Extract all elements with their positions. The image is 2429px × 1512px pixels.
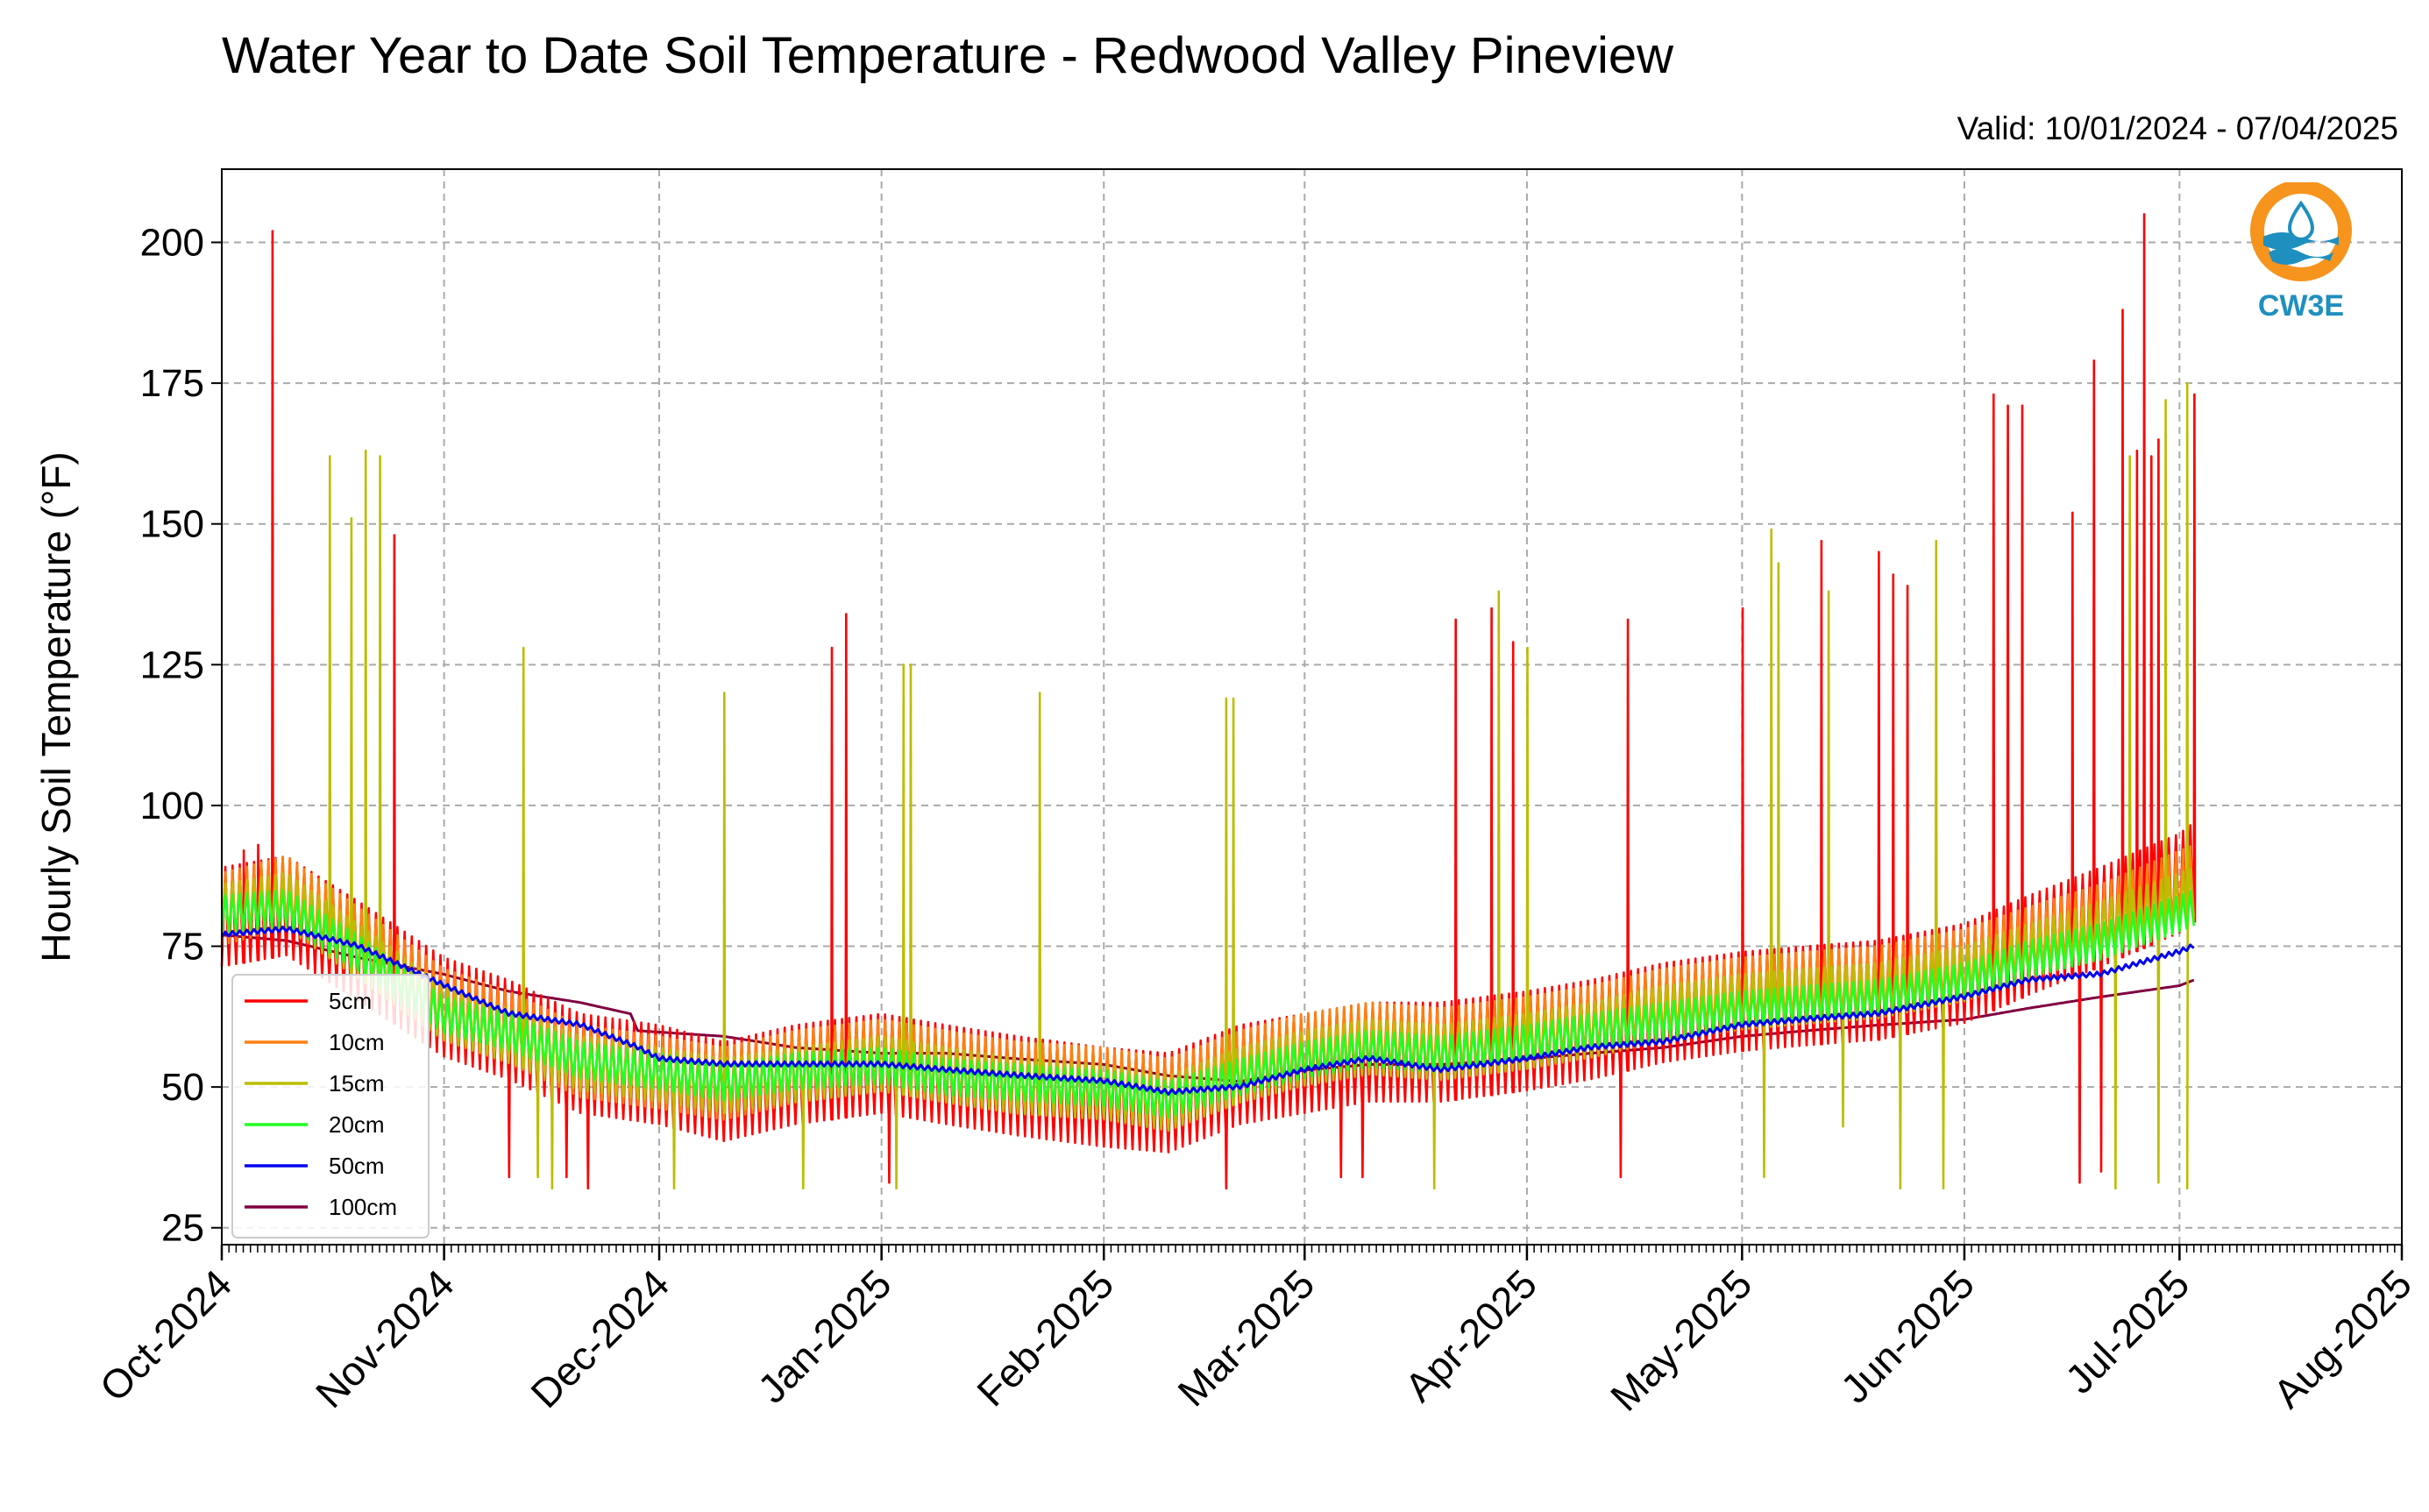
series-line-50cm <box>220 925 2195 1096</box>
x-tick-label: Jan-2025 <box>749 1260 899 1411</box>
y-tick-label: 150 <box>140 503 204 546</box>
logo-icon: CW3E <box>2250 180 2352 323</box>
x-tick-label: Feb-2025 <box>968 1260 1122 1415</box>
x-tick-label: Jun-2025 <box>1832 1260 1983 1411</box>
x-tick-label: May-2025 <box>1602 1260 1760 1419</box>
y-tick-label: 50 <box>161 1066 204 1109</box>
series-line-20cm <box>220 889 2196 1119</box>
legend-label-15cm: 15cm <box>329 1070 385 1097</box>
y-tick-label: 25 <box>161 1207 204 1250</box>
legend-label-20cm: 20cm <box>329 1111 385 1138</box>
y-tick-label: 125 <box>140 643 204 686</box>
x-tick-label: Oct-2024 <box>91 1260 241 1410</box>
legend-label-5cm: 5cm <box>329 988 372 1014</box>
chart-title: Water Year to Date Soil Temperature - Re… <box>222 27 1674 84</box>
legend-label-10cm: 10cm <box>329 1029 385 1055</box>
x-tick-label: Mar-2025 <box>1168 1260 1323 1415</box>
cw3e-logo: CW3E <box>2244 180 2358 323</box>
legend: 5cm 10cm 15cm 20cm 50cm 100cm <box>231 974 430 1239</box>
y-axis-label: Hourly Soil Temperature (°F) <box>33 451 79 962</box>
series-line-15cm <box>220 381 2196 1190</box>
x-tick-label: Aug-2025 <box>2264 1260 2420 1416</box>
y-tick-label: 175 <box>140 362 204 405</box>
series-lines <box>220 213 2197 1190</box>
x-tick-label: Dec-2024 <box>522 1260 678 1416</box>
y-tick-label: 75 <box>161 926 204 969</box>
y-tick-label: 200 <box>140 222 204 265</box>
legend-label-100cm: 100cm <box>329 1194 397 1220</box>
x-tick-label: Apr-2025 <box>1396 1260 1545 1410</box>
y-tick-label: 100 <box>140 784 204 827</box>
valid-date-range: Valid: 10/01/2024 - 07/04/2025 <box>1957 110 2398 146</box>
logo-text: CW3E <box>2258 289 2344 323</box>
x-tick-label: Jul-2025 <box>2056 1260 2198 1402</box>
legend-box <box>231 974 430 1239</box>
axis-ticks: 25 50 75 100 125 150 175 200 Oct-2024 Nov-2024 Dec… <box>91 222 2421 1420</box>
x-tick-label: Nov-2024 <box>307 1260 463 1416</box>
legend-label-50cm: 50cm <box>329 1153 385 1179</box>
